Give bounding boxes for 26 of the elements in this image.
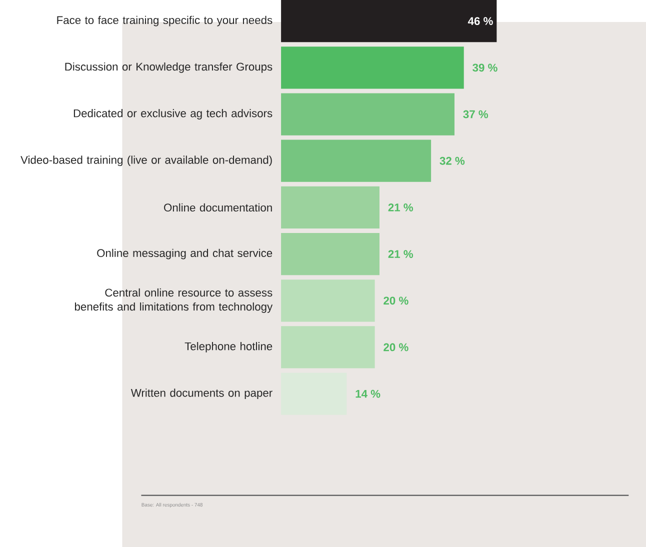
y-tick-label: Central online resource to assess benefits and limitations from technology (74, 288, 273, 313)
y-tick-label: Online messaging and chat service (97, 248, 272, 260)
y-tick-label: Face to face training specific to your needs (57, 16, 272, 26)
y-tick-label: Written documents on paper (130, 388, 272, 399)
y-tick-label: Discussion or Knowledge transfer Groups (65, 62, 272, 73)
data-label: 20 % (384, 296, 408, 304)
data-label: 14 % (356, 390, 380, 398)
bar (281, 0, 497, 42)
bar (281, 279, 375, 322)
data-label: 21 % (388, 203, 414, 212)
data-label: 21 % (388, 250, 414, 258)
data-label: 39 % (472, 64, 498, 72)
data-label: 46 % (468, 16, 493, 25)
bar (281, 326, 375, 368)
data-label: 20 % (384, 343, 408, 352)
data-label: 37 % (463, 110, 488, 118)
bar (281, 186, 380, 228)
bar (281, 232, 380, 275)
bar (281, 140, 432, 182)
bar (281, 46, 464, 89)
y-tick-label: Online documentation (164, 203, 272, 212)
data-label: 32 % (440, 156, 465, 165)
bar (281, 93, 454, 136)
y-tick-label: Telephone hotline (184, 342, 272, 352)
y-tick-label: Dedicated or exclusive ag tech advisors (74, 108, 272, 120)
y-tick-label: Video-based training (live or available on-demand) (20, 155, 272, 166)
